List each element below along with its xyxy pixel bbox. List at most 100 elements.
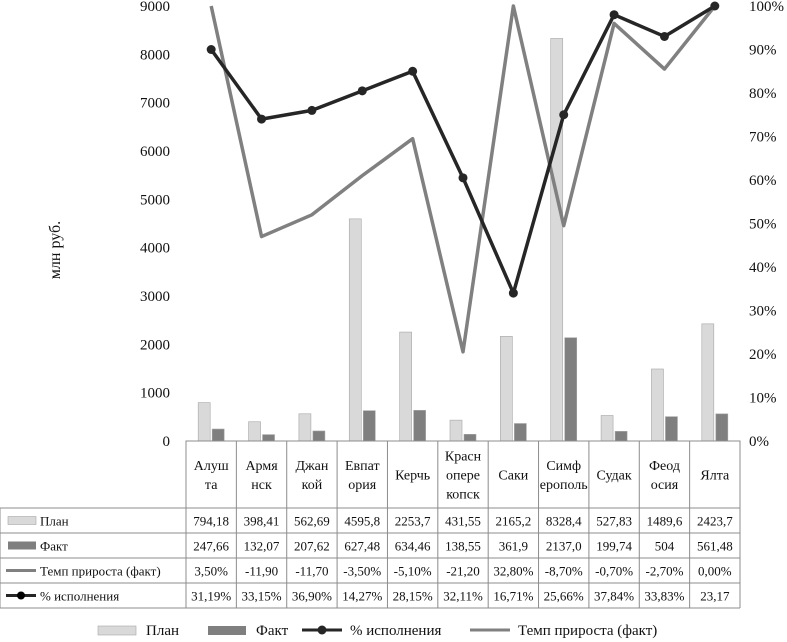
category-label: Судак — [596, 469, 631, 484]
table-cell: 2165,2 — [495, 514, 531, 529]
table-cell: 561,48 — [697, 539, 733, 554]
row-header: Факт — [40, 539, 68, 554]
bar-fact — [312, 430, 326, 442]
row-key-fact — [8, 541, 36, 550]
bar-fact — [514, 423, 527, 442]
bar-fact — [614, 431, 628, 442]
bar-fact — [463, 434, 477, 442]
table-cell: 132,07 — [244, 539, 280, 554]
table-cell: 361,9 — [499, 539, 528, 554]
table-cell: 247,66 — [193, 539, 229, 554]
category-label: кой — [302, 478, 323, 493]
category-label: Армя — [245, 459, 278, 474]
y2-tick-label: 90% — [749, 43, 777, 59]
point-execution — [609, 10, 619, 20]
table-cell: 2423,7 — [697, 514, 733, 529]
row-header: Темп прироста (факт) — [40, 564, 161, 579]
table-cell: 23,17 — [700, 589, 730, 604]
table-cell: 32,80% — [493, 564, 533, 579]
table-cell: -11,70 — [295, 564, 328, 579]
bar-plan — [399, 331, 412, 442]
legend-label-growth: Темп прироста (факт) — [518, 623, 657, 639]
point-execution — [508, 288, 518, 298]
legend-label-fact: Факт — [256, 623, 289, 639]
table-cell: 14,27% — [342, 589, 382, 604]
series-line-execution — [209, 4, 716, 295]
table-cell: 207,62 — [294, 539, 330, 554]
table-cell: -11,90 — [245, 564, 278, 579]
point-execution — [659, 31, 669, 41]
y2-tick-label: 60% — [749, 173, 777, 189]
table-cell: 28,15% — [393, 589, 433, 604]
y-axis-label: млн руб. — [47, 221, 64, 279]
table-cell: 37,84% — [594, 589, 634, 604]
point-execution — [257, 114, 267, 124]
table-cell: 398,41 — [244, 514, 280, 529]
category-label: осия — [651, 478, 679, 493]
category-label: Евпат — [345, 459, 380, 474]
table-cell: 2137,0 — [546, 539, 582, 554]
y-tick-label: 3000 — [140, 289, 170, 305]
bar-plan — [197, 402, 211, 442]
table-cell: 527,83 — [596, 514, 632, 529]
y-tick-label: 8000 — [140, 47, 170, 63]
legend-label-execution: % исполнения — [350, 623, 441, 639]
y-tick-label: 2000 — [140, 337, 170, 353]
y2-tick-label: 30% — [749, 304, 777, 320]
bar-plan — [651, 368, 664, 442]
point-execution — [206, 45, 216, 54]
table-cell: 3,50% — [194, 564, 228, 579]
table-cell: 634,46 — [395, 539, 431, 554]
table-cell: 504 — [655, 539, 675, 554]
point-execution — [307, 105, 317, 115]
category-label: Керчь — [395, 469, 430, 484]
table-cell: 562,69 — [294, 514, 330, 529]
y2-tick-label: 40% — [749, 260, 777, 276]
row-key-execution-marker — [17, 591, 25, 600]
table-cell: 8328,4 — [546, 514, 582, 529]
point-execution — [408, 66, 418, 76]
table-cell: 0,00% — [698, 564, 732, 579]
bar-plan — [550, 38, 564, 442]
bar-fact — [665, 416, 678, 442]
bar-plan — [248, 421, 261, 442]
y-tick-label: 6000 — [140, 144, 170, 160]
table-cell: -5,10% — [394, 564, 432, 579]
point-execution — [559, 110, 569, 120]
category-label: Красн — [445, 450, 482, 465]
y-tick-label: 1000 — [140, 386, 170, 402]
table-cell: -3,50% — [343, 564, 381, 579]
y-tick-label: 5000 — [140, 192, 170, 208]
legend-key-plan — [97, 625, 137, 636]
y2-tick-label: 80% — [749, 86, 777, 102]
row-key-plan — [7, 516, 37, 525]
category-label: копск — [446, 488, 480, 503]
category-label: Феод — [649, 459, 680, 474]
point-execution — [357, 86, 367, 96]
bar-plan — [701, 323, 715, 442]
y2-tick-label: 100% — [749, 0, 784, 15]
table-cell: 33,15% — [241, 589, 281, 604]
legend-label-plan: План — [146, 623, 179, 639]
y2-tick-label: 50% — [749, 217, 777, 233]
category-label: та — [205, 478, 218, 493]
category-label: ерополь — [540, 478, 588, 493]
table-cell: 36,90% — [292, 589, 332, 604]
y2-tick-label: 70% — [749, 130, 777, 146]
table-cell: 31,19% — [191, 589, 231, 604]
y-tick-label: 4000 — [140, 241, 170, 257]
category-label: Джан — [295, 459, 328, 474]
bar-plan — [298, 413, 312, 442]
table-cell: -8,70% — [545, 564, 583, 579]
legend-key-execution-marker — [317, 625, 327, 635]
category-label: Симф — [546, 459, 581, 474]
table-cell: 4595,8 — [344, 514, 380, 529]
table-cell: 25,66% — [544, 589, 584, 604]
y-tick-label: 7000 — [140, 96, 170, 112]
table-cell: 431,55 — [445, 514, 481, 529]
series-line-growth — [209, 4, 717, 354]
bar-fact — [564, 337, 578, 442]
bar-fact — [362, 410, 376, 442]
table-cell: 199,74 — [596, 539, 632, 554]
